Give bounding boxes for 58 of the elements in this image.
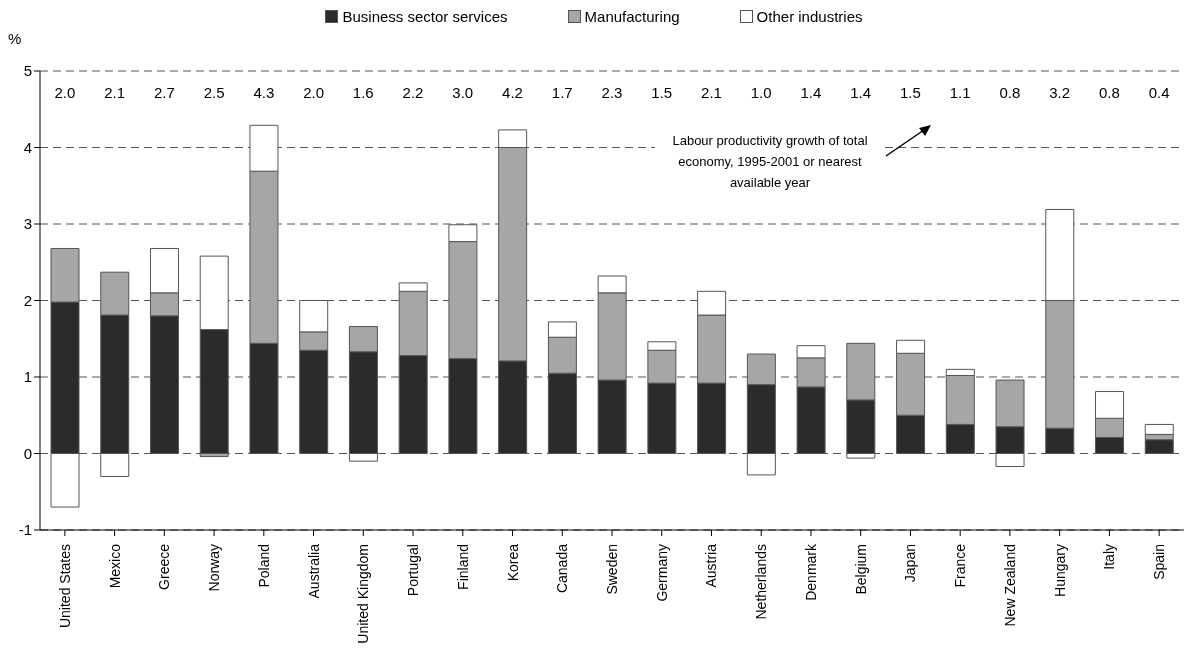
x-tick-label: Finland [454,544,471,590]
annotation: 0.8 [1098,83,1120,101]
annotation: 2.7 [153,83,175,101]
x-tick-label: Austria [703,543,720,588]
y-tick-label: -1 [18,521,32,539]
y-tick-label: 3 [23,215,32,233]
annotation: 1.4 [800,83,822,101]
x-tick-label: Poland [255,544,272,588]
y-tick-label: 1 [23,368,32,386]
annotation: 1.5 [900,83,921,101]
x-tick-label: Germany [653,544,670,602]
x-tick-label: Denmark [802,543,819,601]
annotation: 1.4 [850,83,872,101]
annotation: 1.0 [750,83,772,101]
x-tick-label: Norway [206,544,223,592]
y-tick-label: 4 [23,138,32,156]
x-tick-label: Netherlands [753,544,770,620]
y-tick-label: 5 [23,62,32,80]
annotation: 1.7 [551,83,573,101]
annotation: 3.2 [1049,83,1071,101]
y-tick-label: 0 [23,444,32,462]
annotation: 2.0 [303,83,324,101]
x-tick-label: United Kingdom [355,544,372,644]
x-tick-label: Spain [1151,544,1168,580]
x-tick-label: Sweden [604,544,620,595]
annotation: 2.3 [601,83,623,101]
annotation: Labour productivity growth of total economy, 1995-2001 or nearest available year [655,130,885,193]
x-tick-label: Japan [902,544,919,583]
annotation: 2.0 [54,83,76,101]
annotation: 2.2 [402,83,424,101]
legend-label: Other industries [756,8,863,25]
annotation: 2.1 [701,83,722,101]
x-tick-label: Korea [504,543,521,582]
x-tick-label: Canada [554,543,571,594]
x-tick-label: Mexico [106,543,123,589]
y-tick-label: 2 [23,291,32,309]
annotation: 2.1 [104,83,126,101]
legend-label: Manufacturing [584,8,680,25]
annotation: 1.1 [949,83,971,101]
annotation: 0.8 [999,83,1021,101]
annotation: 0.4 [1148,83,1170,101]
annotation: 3.0 [452,83,474,101]
x-tick-label: Greece [156,543,173,590]
x-tick-label: Belgium [852,544,869,595]
annotation: 1.6 [352,83,374,101]
annotation: 4.2 [502,83,523,101]
annotation: 4.3 [253,83,275,101]
x-tick-label: Portugal [405,544,422,597]
x-tick-label: France [952,543,969,588]
x-tick-label: Australia [305,543,322,599]
x-tick-label: Hungary [1051,544,1068,597]
x-tick-label: United States [56,544,73,629]
legend-label: Business sector services [342,8,508,25]
annotation: 2.5 [203,83,225,101]
x-tick-label: Italy [1101,544,1118,570]
x-tick-label: New Zealand [1001,544,1018,627]
y-axis-title: % [8,30,22,47]
annotation: 1.5 [651,83,673,101]
